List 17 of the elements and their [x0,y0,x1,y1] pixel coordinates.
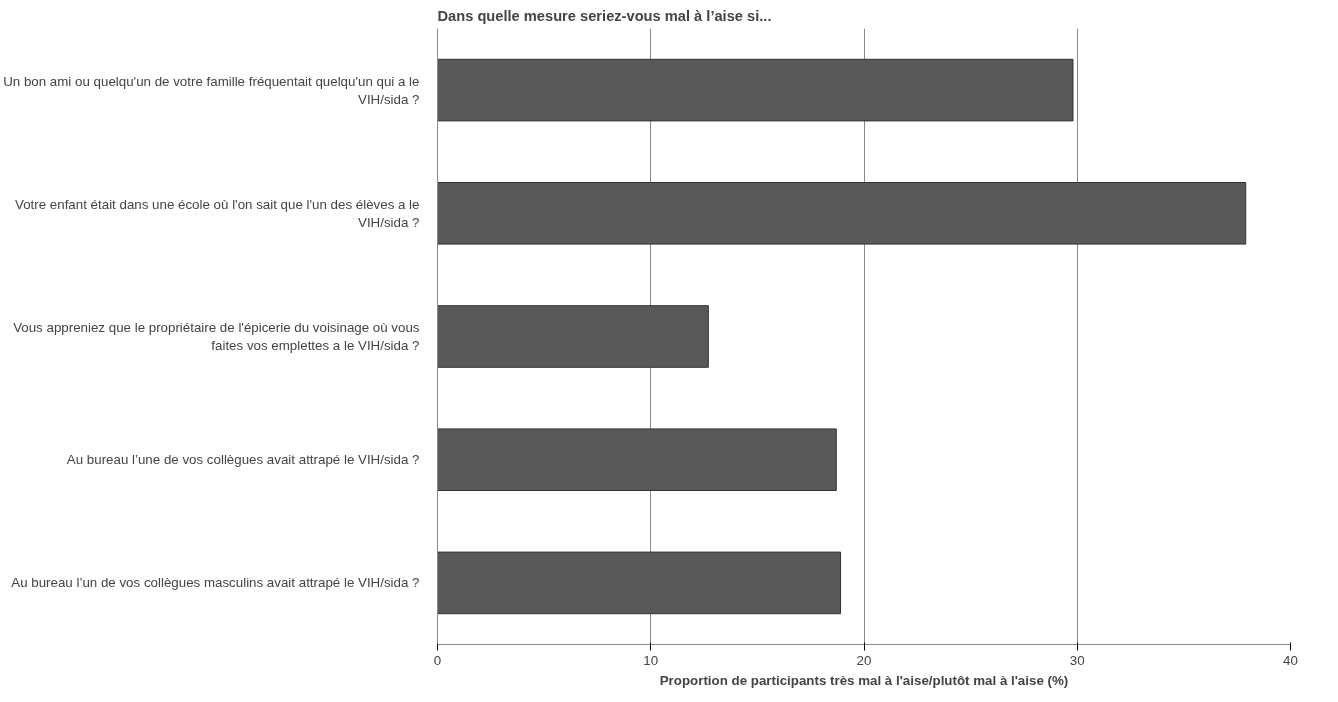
y-tick-label: Votre enfant était dans une école où l'on sait que l'un des élèves a le VIH/sida ? [15,196,420,230]
x-tick-label: 30 [1069,652,1085,668]
chart-title: Dans quelle mesure seriez-vous mal à l’aise si... [437,7,772,24]
y-tick-label: Vous appreniez que le propriétaire de l'épicerie du voisinage où vous faites vos emplettes a le VIH/sida ? [13,320,420,353]
y-tick-label: Au bureau l’un de vos collègues masculins avait attrapé le VIH/sida ? [11,575,420,591]
x-axis-title: Proportion de participants très mal à l'aise/plutôt mal à l'aise (%) [659,672,1069,688]
bar [437,551,842,615]
y-tick-label: Un bon ami ou quelqu'un de votre famille fréquentait quelqu'un qui a le VIH/sida ? [3,73,420,107]
x-tick-label: 40 [1283,652,1298,668]
y-tick-label: Au bureau l’une de vos collègues avait attrapé le VIH/sida ? [66,452,420,468]
x-tick-label: 10 [643,652,659,668]
bar [437,305,709,368]
bar [437,428,837,491]
bar [437,182,1247,245]
bar [437,58,1074,122]
x-tick-label: 20 [856,652,872,668]
x-tick-label: 0 [433,652,442,668]
